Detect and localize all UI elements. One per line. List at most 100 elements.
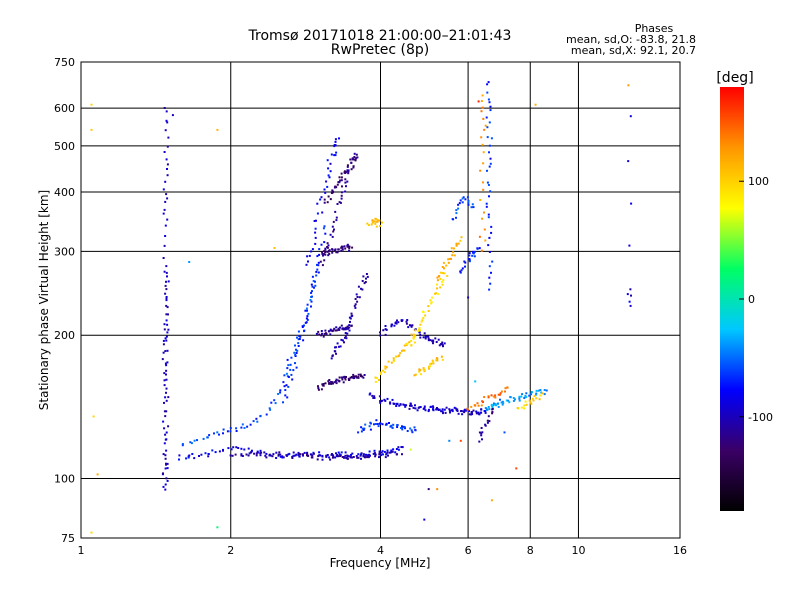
scatter-point xyxy=(329,233,332,236)
scatter-point xyxy=(387,360,390,363)
stats-o-line: mean, sd,O: -83.8, 21.8 xyxy=(566,33,696,46)
scatter-point xyxy=(389,401,392,404)
scatter-point xyxy=(427,410,430,413)
scatter-point xyxy=(165,319,168,322)
scatter-point xyxy=(396,319,398,322)
scatter-point xyxy=(164,284,167,287)
scatter-point xyxy=(422,317,425,319)
scatter-point xyxy=(332,230,335,233)
scatter-point xyxy=(279,455,282,458)
scatter-point xyxy=(500,390,503,393)
scatter-point xyxy=(355,293,358,296)
scatter-point xyxy=(410,429,413,432)
scatter-point xyxy=(340,451,343,454)
scatter-point xyxy=(326,242,329,245)
scatter-point xyxy=(161,358,164,361)
scatter-point xyxy=(435,341,438,343)
scatter-point xyxy=(423,518,426,521)
scatter-point xyxy=(480,136,483,139)
scatter-point xyxy=(385,328,388,331)
scatter-point xyxy=(331,251,334,254)
scatter-point xyxy=(213,432,215,435)
scatter-point xyxy=(365,273,368,275)
scatter-point xyxy=(420,373,422,376)
scatter-point xyxy=(359,454,362,457)
scatter-point xyxy=(320,334,322,337)
scatter-point xyxy=(410,325,413,328)
scatter-point xyxy=(442,412,444,415)
scatter-point xyxy=(165,399,168,402)
scatter-point xyxy=(389,425,392,428)
scatter-point xyxy=(457,203,460,206)
scatter-point xyxy=(481,400,484,403)
scatter-point xyxy=(339,201,342,204)
scatter-point xyxy=(475,412,478,415)
scatter-point xyxy=(383,371,386,374)
scatter-point xyxy=(346,332,349,335)
scatter-point xyxy=(318,248,321,251)
scatter-point xyxy=(428,408,430,411)
scatter-point xyxy=(448,257,451,260)
scatter-point xyxy=(318,333,321,336)
plot-frame xyxy=(80,61,681,539)
scatter-point xyxy=(164,129,167,132)
scatter-point xyxy=(348,245,351,248)
scatter-point xyxy=(322,384,325,387)
scatter-point xyxy=(346,454,349,457)
scatter-point xyxy=(418,331,421,334)
scatter-point xyxy=(245,453,248,456)
scatter-point xyxy=(364,456,367,459)
scatter-point xyxy=(481,106,484,109)
scatter-point xyxy=(490,231,493,234)
scatter-point xyxy=(440,410,443,413)
scatter-point xyxy=(352,375,355,378)
scatter-point xyxy=(202,437,205,440)
scatter-point xyxy=(405,322,408,325)
scatter-point xyxy=(408,407,411,410)
scatter-point xyxy=(163,410,166,413)
scatter-point xyxy=(340,338,343,341)
scatter-point xyxy=(298,335,301,338)
scatter-point xyxy=(476,247,479,250)
scatter-point xyxy=(365,277,367,280)
scatter-point xyxy=(336,183,339,186)
x-tick-label: 2 xyxy=(227,544,234,557)
scatter-point xyxy=(330,382,333,385)
scatter-point xyxy=(299,453,302,456)
scatter-point xyxy=(361,375,364,378)
scatter-point xyxy=(494,396,497,399)
scatter-point xyxy=(435,408,438,411)
scatter-point xyxy=(347,170,350,173)
scatter-point xyxy=(427,488,430,491)
scatter-point xyxy=(470,405,473,408)
scatter-point xyxy=(439,286,442,289)
scatter-point xyxy=(379,400,382,402)
scatter-point xyxy=(341,378,344,381)
scatter-point xyxy=(322,254,324,257)
scatter-point xyxy=(333,154,336,157)
scatter-point xyxy=(326,185,329,188)
scatter-point xyxy=(338,380,341,383)
scatter-point xyxy=(629,304,632,307)
scatter-point xyxy=(164,467,167,470)
scatter-point xyxy=(216,431,219,434)
scatter-point xyxy=(480,427,483,429)
scatter-point xyxy=(350,453,352,456)
scatter-point xyxy=(353,158,356,161)
scatter-point xyxy=(356,456,359,459)
scatter-point xyxy=(528,394,531,397)
scatter-point xyxy=(490,271,492,274)
scatter-point xyxy=(360,430,363,433)
scatter-point xyxy=(315,219,317,222)
scatter-point xyxy=(432,360,435,363)
scatter-point xyxy=(331,248,334,251)
scatter-point xyxy=(628,300,631,303)
scatter-point xyxy=(90,531,93,534)
scatter-point xyxy=(501,403,504,406)
scatter-point xyxy=(335,382,338,385)
scatter-point xyxy=(166,479,169,482)
scatter-point xyxy=(165,462,167,465)
scatter-point xyxy=(422,311,425,314)
scatter-point xyxy=(470,411,473,414)
scatter-point xyxy=(321,458,324,461)
